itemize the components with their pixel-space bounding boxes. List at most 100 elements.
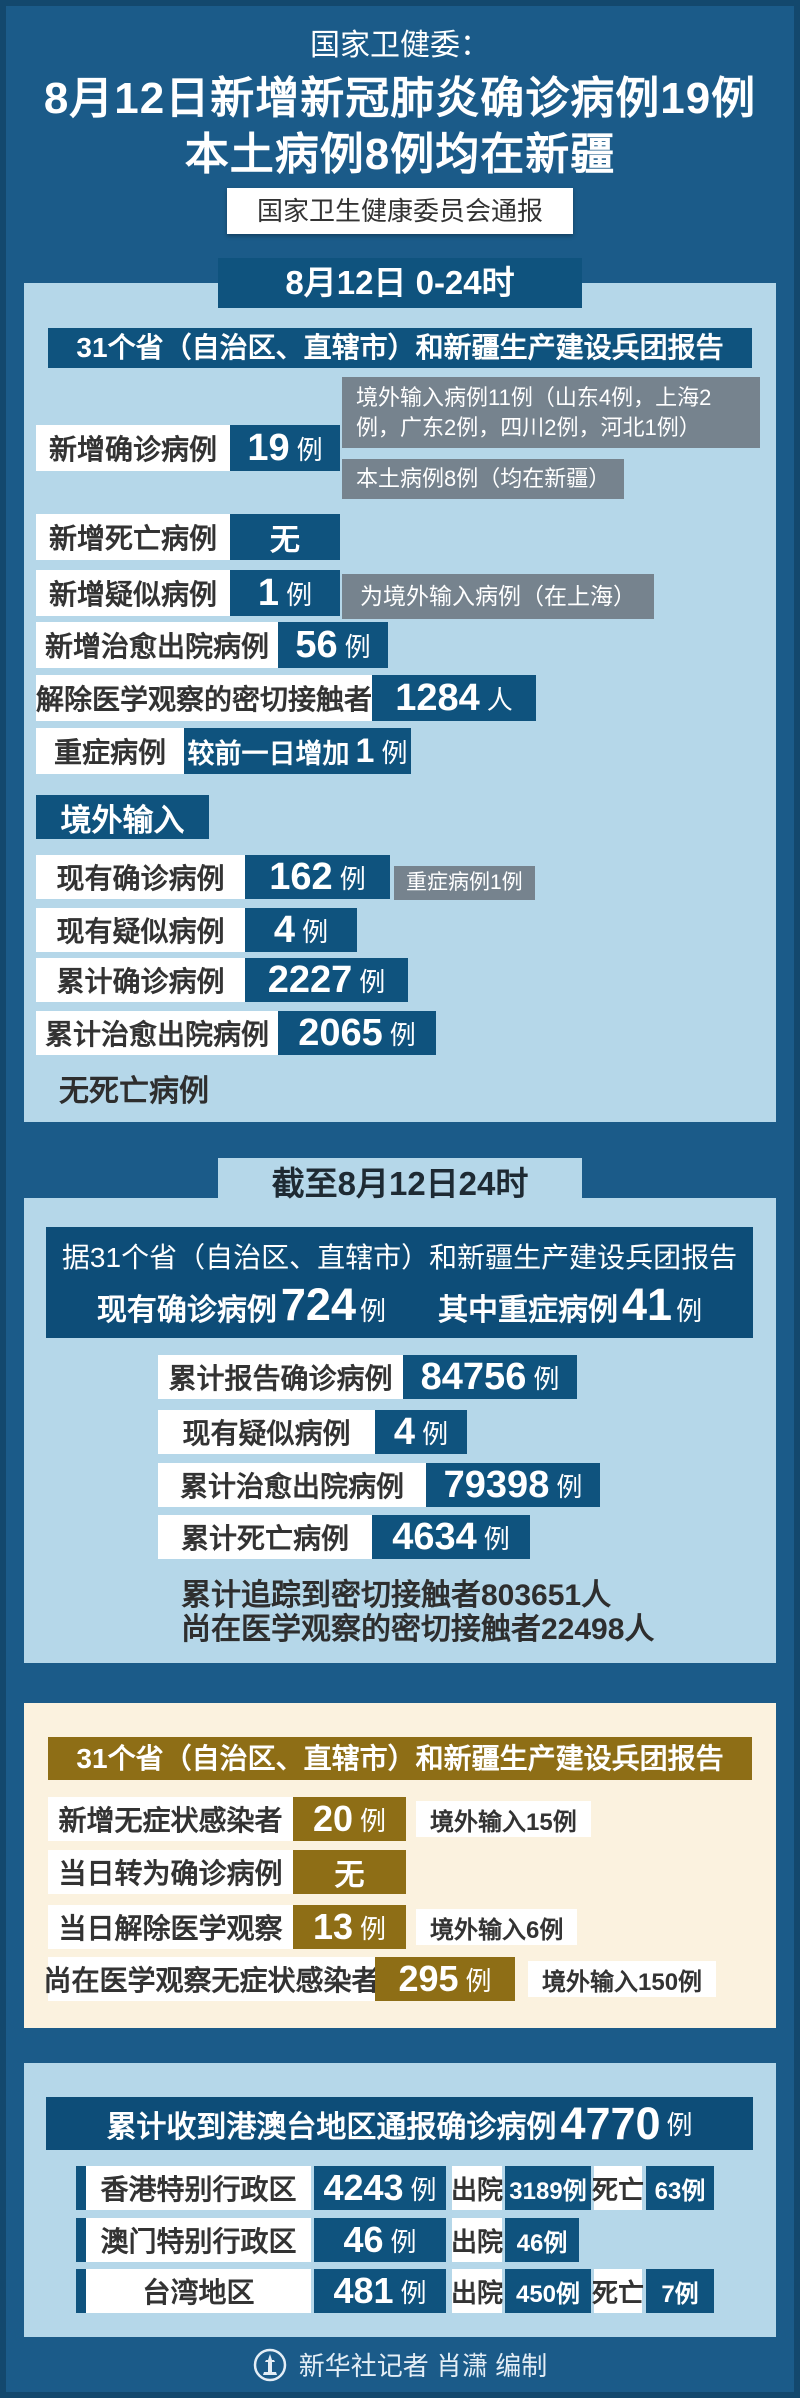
- region-confirmed: 481 例: [314, 2269, 446, 2313]
- severe-label: 其中重症病例: [438, 1294, 619, 1327]
- stat-number: 481: [333, 2270, 394, 2311]
- stat-label: 累计确诊病例: [36, 958, 245, 1002]
- stat-value: 295 例: [375, 1957, 515, 2001]
- section1-tab: 8月12日 0-24时: [218, 258, 582, 308]
- stat-number: 1284: [395, 677, 480, 719]
- stat-unit: 例: [302, 916, 329, 947]
- stat-number: 无: [334, 1859, 365, 1892]
- stat-label: 新增无症状感染者: [48, 1797, 293, 1841]
- region-label: 香港特别行政区: [86, 2166, 311, 2210]
- discharged-value: 450例: [505, 2269, 591, 2313]
- stat-number: 19: [247, 427, 290, 469]
- discharged-label: 出院: [451, 2269, 503, 2313]
- stat-unit: 例: [286, 579, 313, 610]
- stat-label: 重症病例: [36, 728, 184, 774]
- stat-number: 1: [355, 732, 375, 770]
- hmt-total-label: 累计收到港澳台地区通报确诊病例: [106, 2110, 557, 2144]
- stat-number: 79398: [443, 1464, 550, 1506]
- stat-label: 累计治愈出院病例: [158, 1463, 426, 1507]
- stat-label: 新增疑似病例: [36, 570, 230, 616]
- stat-label: 累计治愈出院病例: [36, 1011, 278, 1055]
- stat-unit: 例: [359, 966, 386, 997]
- section2-tab: 截至8月12日24时: [218, 1158, 582, 1214]
- stat-unit: 例: [483, 1523, 510, 1554]
- stat-number: 4: [393, 1411, 416, 1453]
- deaths-value: 63例: [646, 2166, 714, 2210]
- note-imported-detail: 境外输入病例11例（山东4例，上海2例，广东2例，四川2例，河北1例）: [342, 377, 760, 449]
- stat-unit: 例: [410, 2174, 437, 2205]
- current-confirmed-unit: 例: [360, 1296, 387, 1326]
- stat-label: 现有疑似病例: [158, 1410, 375, 1454]
- stat-number: 无: [270, 524, 300, 557]
- stat-unit: 例: [344, 631, 371, 662]
- stat-value: 较前一日增加 1 例: [184, 728, 411, 774]
- credit-text: 新华社记者 肖潇 编制: [298, 2351, 548, 2381]
- row-accent: [76, 2269, 86, 2313]
- section1-report-bar: 31个省（自治区、直辖市）和新疆生产建设兵团报告: [48, 328, 752, 368]
- stat-label: 累计死亡病例: [158, 1515, 372, 1559]
- stat-value: 2065 例: [278, 1011, 436, 1055]
- discharged-label: 出院: [451, 2166, 503, 2210]
- stat-number: 295: [398, 1958, 459, 1999]
- stat-unit: 例: [465, 1965, 492, 1996]
- discharged-label: 出院: [451, 2218, 503, 2262]
- stat-value: 84756 例: [403, 1355, 577, 1399]
- stat-value: 4634 例: [372, 1515, 530, 1559]
- stat-number: 4243: [323, 2167, 404, 2208]
- stat-number: 2065: [298, 1012, 383, 1054]
- region-confirmed: 46 例: [314, 2218, 446, 2262]
- stat-value: 20 例: [293, 1797, 406, 1841]
- stat-unit: 例: [360, 1805, 387, 1836]
- stat-unit: 例: [390, 2226, 417, 2257]
- stat-label: 现有确诊病例: [36, 855, 245, 899]
- stat-value: 1 例: [230, 570, 340, 616]
- footer-credit-line: 新华社记者 肖潇 编制: [0, 2346, 800, 2383]
- stat-value: 无: [230, 514, 340, 560]
- stat-label: 新增死亡病例: [36, 514, 230, 560]
- imported-subheader: 境外输入: [36, 795, 209, 839]
- stat-unit: 例: [296, 434, 323, 465]
- source-badge: 国家卫生健康委员会通报: [226, 188, 574, 234]
- stat-label: 尚在医学观察无症状感染者: [44, 1957, 380, 2001]
- discharged-value: 46例: [505, 2218, 579, 2262]
- stat-label: 新增治愈出院病例: [36, 622, 278, 668]
- stat-value: 13 例: [293, 1905, 406, 1949]
- note-severe-detail: 重症病例1例: [394, 866, 535, 901]
- deaths-label: 死亡: [592, 2269, 644, 2313]
- section2-header-box: 据31个省（自治区、直辖市）和新疆生产建设兵团报告 现有确诊病例 724 例 其…: [46, 1227, 753, 1338]
- note-imported: 境外输入6例: [416, 1909, 578, 1945]
- severe-value: 41: [622, 1279, 673, 1330]
- hmt-total-unit: 例: [666, 2110, 693, 2140]
- stat-label: 解除医学观察的密切接触者: [36, 675, 372, 721]
- stat-label: 当日转为确诊病例: [48, 1850, 293, 1894]
- stat-number: 20: [312, 1798, 354, 1839]
- stat-unit: 例: [533, 1363, 560, 1394]
- stat-value: 4 例: [375, 1410, 467, 1454]
- stat-number: 46: [343, 2219, 384, 2260]
- region-label: 台湾地区: [86, 2269, 311, 2313]
- page-title-line1: 8月12日新增新冠肺炎确诊病例19例: [43, 74, 757, 123]
- stat-number: 13: [312, 1906, 354, 1947]
- note-imported: 境外输入150例: [528, 1961, 717, 1997]
- current-confirmed-value: 724: [280, 1279, 356, 1330]
- region-label: 澳门特别行政区: [86, 2218, 311, 2262]
- note-imported: 境外输入15例: [416, 1801, 591, 1837]
- stat-label: 累计报告确诊病例: [158, 1355, 403, 1399]
- deaths-label: 死亡: [592, 2166, 644, 2210]
- note-suspected-detail: 为境外输入病例（在上海）: [342, 574, 654, 620]
- stat-value: 4 例: [245, 908, 357, 952]
- stat-unit: 例: [400, 2277, 427, 2308]
- stat-value: 79398 例: [426, 1463, 600, 1507]
- stat-unit: 人: [486, 684, 513, 715]
- stat-number: 4634: [392, 1516, 477, 1558]
- severe-unit: 例: [676, 1296, 703, 1326]
- stat-label: 现有疑似病例: [36, 908, 245, 952]
- discharged-value: 3189例: [505, 2166, 591, 2210]
- region-confirmed: 4243 例: [314, 2166, 446, 2210]
- hmt-total-value: 4770: [560, 2098, 661, 2149]
- stat-label: 当日解除医学观察: [48, 1905, 293, 1949]
- page-title-line2: 本土病例8例均在新疆: [184, 130, 616, 179]
- header-kicker: 国家卫健委：: [310, 29, 490, 62]
- section3-report-bar: 31个省（自治区、直辖市）和新疆生产建设兵团报告: [48, 1737, 752, 1780]
- stat-value: 无: [293, 1850, 406, 1894]
